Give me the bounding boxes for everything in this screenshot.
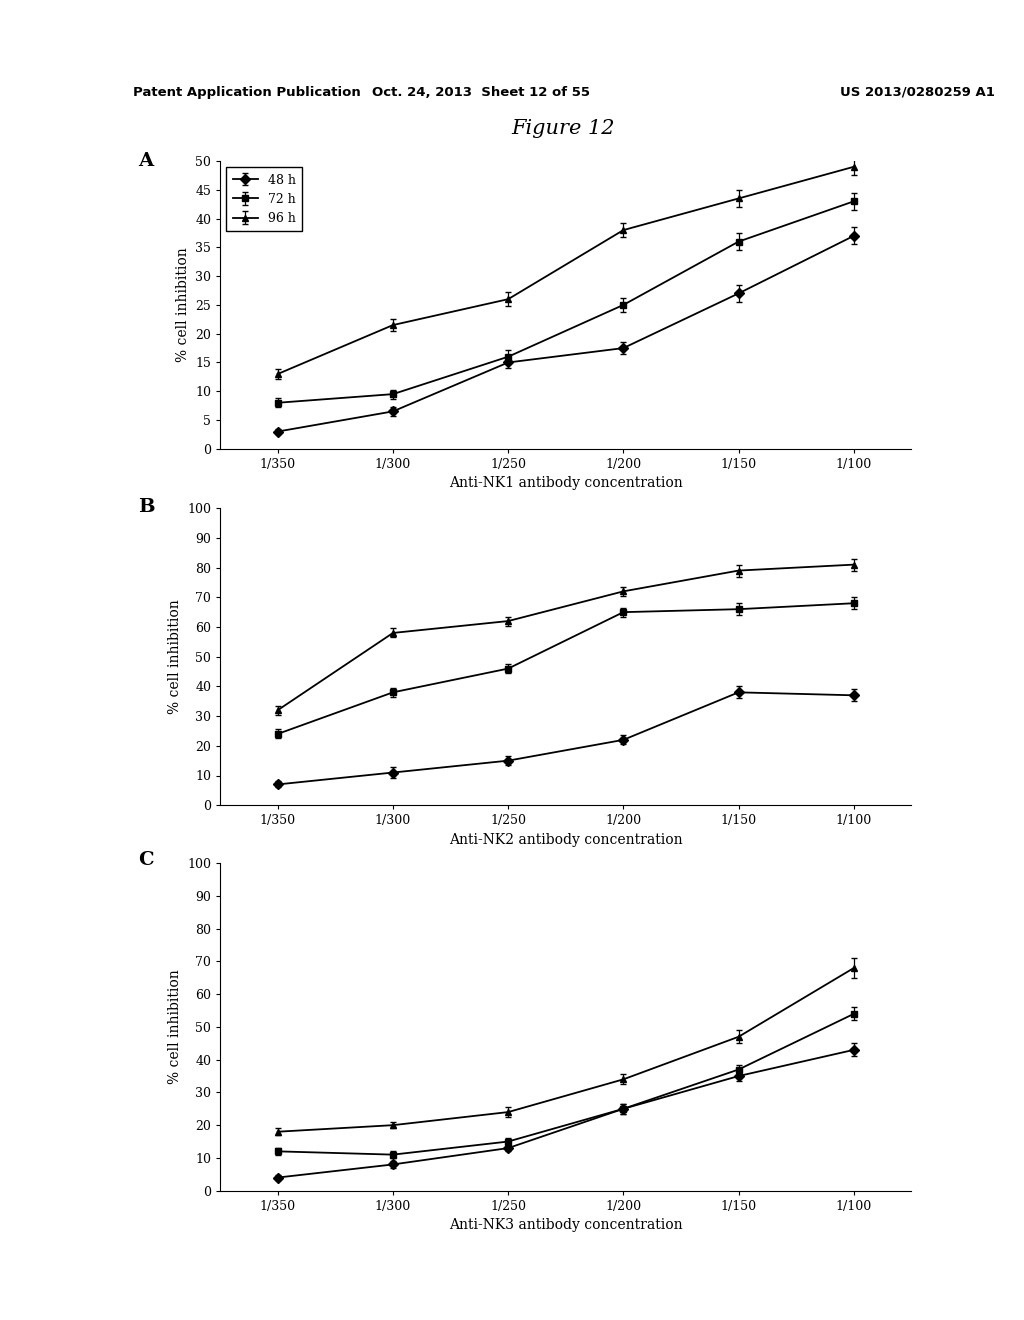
- Text: B: B: [138, 498, 155, 516]
- Text: US 2013/0280259 A1: US 2013/0280259 A1: [840, 86, 994, 99]
- Text: C: C: [138, 851, 154, 870]
- X-axis label: Anti-NK2 antibody concentration: Anti-NK2 antibody concentration: [449, 833, 683, 847]
- Text: A: A: [138, 152, 154, 170]
- Legend: 48 h, 72 h, 96 h: 48 h, 72 h, 96 h: [226, 168, 302, 231]
- Text: Oct. 24, 2013  Sheet 12 of 55: Oct. 24, 2013 Sheet 12 of 55: [373, 86, 590, 99]
- X-axis label: Anti-NK1 antibody concentration: Anti-NK1 antibody concentration: [449, 477, 683, 491]
- Text: Figure 12: Figure 12: [511, 119, 615, 137]
- Y-axis label: % cell inhibition: % cell inhibition: [175, 248, 189, 362]
- X-axis label: Anti-NK3 antibody concentration: Anti-NK3 antibody concentration: [449, 1218, 683, 1233]
- Y-axis label: % cell inhibition: % cell inhibition: [168, 599, 181, 714]
- Y-axis label: % cell inhibition: % cell inhibition: [168, 970, 181, 1084]
- Text: Patent Application Publication: Patent Application Publication: [133, 86, 360, 99]
